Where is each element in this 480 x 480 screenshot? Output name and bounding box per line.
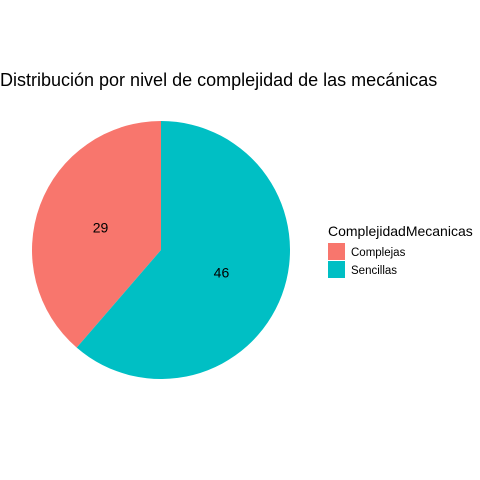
legend: ComplejidadMecanicas Complejas Sencillas [328,223,473,278]
legend-title: ComplejidadMecanicas [328,223,473,239]
data-label-sencillas: 46 [214,264,230,280]
legend-swatch-complejas [328,243,345,260]
legend-items: Complejas Sencillas [328,243,406,278]
pie-slices [31,121,290,379]
legend-swatch-sencillas [328,261,345,278]
pie-slice-sencillas [76,121,290,379]
chart-title: Distribución por nivel de complejidad de… [0,70,437,90]
data-label-complejas: 29 [93,220,109,236]
pie-slice-complejas [31,121,162,348]
legend-label-complejas: Complejas [351,247,406,259]
pie-data-labels: 29 46 [93,220,230,281]
legend-label-sencillas: Sencillas [351,265,397,277]
